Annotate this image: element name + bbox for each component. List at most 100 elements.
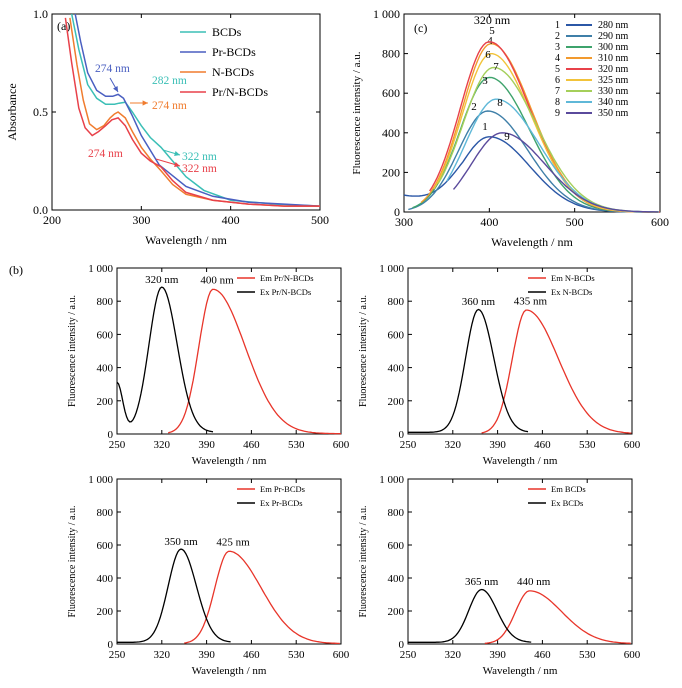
- panel-b2-x-tick-label: 530: [579, 439, 596, 451]
- panel-b3-legend-label-0: Em Pr-BCDs: [260, 484, 305, 494]
- panel-c-y-tick-label: 800: [382, 47, 400, 61]
- panel-c-y-tick-label: 1 000: [373, 7, 400, 21]
- panel-c-legend-number-7: 8: [555, 97, 560, 108]
- panel-b1-y-tick-label: 1 000: [88, 263, 113, 275]
- panel-b2-x-tick-label: 250: [400, 439, 417, 451]
- panel-b3-ex-line: [117, 548, 231, 643]
- panel-a-series-line-0: [70, 13, 321, 207]
- panel-c-curve-label-7: 8: [497, 97, 503, 109]
- panel-a-x-tick-label: 300: [132, 213, 150, 227]
- panel-a-x-axis-label: Wavelength / nm: [145, 233, 227, 247]
- panel-b2-ex-line: [408, 308, 529, 433]
- panel-c-panel-label: (c): [414, 21, 427, 35]
- panel-b3-x-tick-label: 600: [333, 649, 350, 661]
- panel-b1-x-tick-label: 390: [198, 439, 215, 451]
- panel-b2-axes: 250 320 390 460 530 600 0 200 400 600 800 1 000 Wave…: [358, 263, 641, 467]
- panel-b2-frame: [407, 267, 633, 435]
- panel-b4-legend-label-1: Ex BCDs: [551, 498, 583, 508]
- panel-b3-x-tick-label: 320: [154, 649, 171, 661]
- panel-b2-y-axis-label: Fluorescence intensity / a.u.: [358, 295, 369, 407]
- panel-b4-em-line: [484, 590, 631, 644]
- panel-b1-y-axis-label: Fluorescence intensity / a.u.: [67, 295, 78, 407]
- panel-a-x-tick-label: 400: [222, 213, 240, 227]
- panel-b2-y-tick-label: 800: [388, 296, 405, 308]
- panel-b2-y-tick-label: 200: [388, 396, 405, 408]
- panel-c-y-tick-label: 0: [394, 205, 400, 219]
- panel-b3-em-peak-label: 425 nm: [216, 537, 250, 549]
- panel-c-x-axis-label: Wavelength / nm: [491, 235, 573, 249]
- panel-b2-x-tick-label: 600: [624, 439, 641, 451]
- panel-c-legend-number-1: 2: [555, 31, 560, 42]
- panel-c-legend-number-8: 9: [555, 108, 560, 119]
- panel-c-legend-number-2: 3: [555, 42, 560, 53]
- panel-b4-x-tick-label: 250: [400, 649, 417, 661]
- panel-b4-x-tick-label: 320: [445, 649, 462, 661]
- panel-b4-ex-peak-label: 365 nm: [465, 576, 499, 588]
- panel-c-legend-label-0: 280 nm: [598, 20, 629, 31]
- panel-b3-y-tick-label: 400: [97, 573, 114, 585]
- panel-b1-y-tick-label: 400: [97, 363, 114, 375]
- panel-b1-y-tick-label: 800: [97, 296, 114, 308]
- panel-a-arrow-bcd-head: [174, 150, 180, 156]
- panel-a-frame: [51, 13, 321, 211]
- panel-a-axes: 200 300 400 500 0.0 0.5 1.0 Wavelength / nm Abso…: [5, 7, 329, 247]
- panel-c-legend-number-6: 7: [555, 86, 560, 97]
- panel-b4-y-tick-label: 600: [388, 540, 405, 552]
- panel-b4-y-tick-label: 400: [388, 573, 405, 585]
- panel-b2-x-tick-label: 320: [445, 439, 462, 451]
- panel-c-legend-label-1: 290 nm: [598, 31, 629, 42]
- panel-b3-x-tick-label: 460: [243, 649, 260, 661]
- panel-a-x-tick-label: 200: [43, 213, 61, 227]
- panel-b1-legend-label-0: Em Pr/N-BCDs: [260, 273, 314, 283]
- panel-b4-y-axis-label: Fluorescence intensity / a.u.: [358, 506, 369, 618]
- panel-b4-frame: [407, 478, 633, 645]
- panel-a-y-axis-label: Absorbance: [5, 83, 19, 140]
- panel-c-legend-label-7: 340 nm: [598, 97, 629, 108]
- panel-c-axes: 300 400 500 600 0 200 400 600 800 1 000 Wavelength…: [351, 7, 669, 249]
- panel-b4-y-tick-label: 800: [388, 507, 405, 519]
- panel-c-series-line-8: [452, 132, 659, 213]
- panel-b4-em-peak-label: 440 nm: [517, 576, 551, 588]
- panel-c-x-tick-label: 500: [566, 215, 584, 229]
- panel-a-annotation-2: 274 nm: [152, 100, 187, 112]
- panel-c-legend-label-4: 320 nm: [598, 64, 629, 75]
- panel-b3-y-axis-label: Fluorescence intensity / a.u.: [67, 506, 78, 618]
- panel-a-y-tick-label: 1.0: [33, 7, 48, 21]
- panel-a-annotation-4: 322 nm: [182, 151, 217, 163]
- panel-b2-y-tick-label: 0: [399, 429, 405, 441]
- panel-b2-x-tick-label: 390: [489, 439, 506, 451]
- panel-c-y-tick-label: 400: [382, 126, 400, 140]
- panel-b3-frame: [116, 478, 342, 645]
- panel-c-y-tick-label: 200: [382, 165, 400, 179]
- panel-a-arrow-prn-head: [174, 161, 180, 167]
- panel-c-legend-label-3: 310 nm: [598, 53, 629, 64]
- panel-b4-legend-label-0: Em BCDs: [551, 484, 586, 494]
- panel-c-x-tick-label: 300: [395, 215, 413, 229]
- panel-b1-y-tick-label: 600: [97, 329, 114, 341]
- panel-a-legend-label-0: BCDs: [212, 25, 242, 39]
- panel-b4-x-tick-label: 600: [624, 649, 641, 661]
- panel-c-x-tick-label: 400: [480, 215, 498, 229]
- panel-b3-x-tick-label: 250: [109, 649, 126, 661]
- panel-a-y-tick-label: 0.5: [33, 105, 48, 119]
- panel-b3-x-tick-label: 530: [288, 649, 305, 661]
- panel-c-y-axis-label: Fluorescence intensity / a.u.: [351, 51, 363, 174]
- panel-b1-x-axis-label: Wavelength / nm: [192, 455, 267, 467]
- panel-b4-ex-line: [408, 588, 532, 643]
- panel-a-legend-label-3: Pr/N-BCDs: [212, 85, 268, 99]
- panel-b2-x-tick-label: 460: [534, 439, 551, 451]
- panel-b2-legend-label-0: Em N-BCDs: [551, 273, 595, 283]
- panel-b2-em-line: [481, 309, 632, 434]
- panel-b1-x-tick-label: 250: [109, 439, 126, 451]
- panel-c-x-tick-label: 600: [651, 215, 669, 229]
- panel-b3-y-tick-label: 200: [97, 606, 114, 618]
- panel-c-curve-label-2: 3: [482, 75, 488, 87]
- panel-a-annotation-3: 274 nm: [88, 148, 123, 160]
- panel-b4-y-tick-label: 1 000: [379, 474, 404, 486]
- panel-b2-em-peak-label: 435 nm: [514, 295, 548, 307]
- panel-b3-x-tick-label: 390: [198, 649, 215, 661]
- panel-b1-em-line: [168, 288, 341, 435]
- panel-a-arrow-n-head: [142, 100, 148, 106]
- panel-c-curve-label-6: 7: [493, 61, 499, 73]
